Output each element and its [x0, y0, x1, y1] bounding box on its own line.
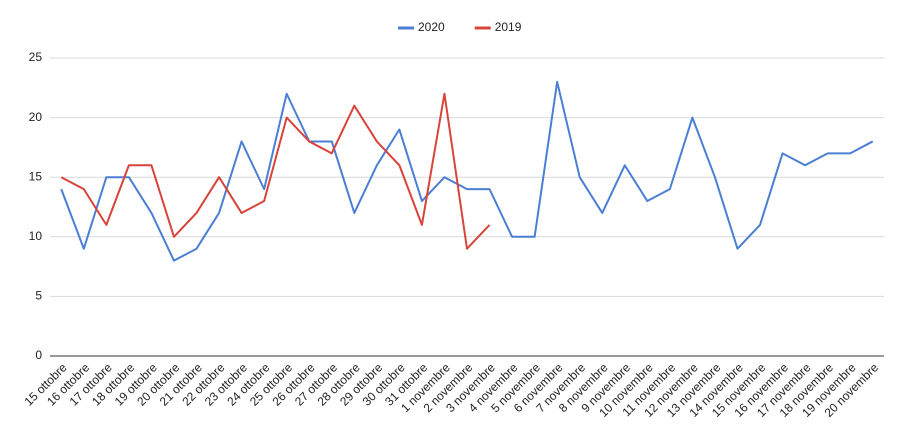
- y-tick-label: 0: [35, 348, 42, 362]
- series-line: [60, 92, 491, 250]
- series-line: [60, 80, 874, 262]
- y-tick-label: 25: [29, 50, 43, 64]
- legend-label: 2019: [495, 20, 522, 34]
- y-tick-label: 10: [29, 229, 43, 243]
- y-tick-label: 5: [35, 289, 42, 303]
- y-tick-label: 20: [29, 110, 43, 124]
- y-tick-label: 15: [29, 169, 43, 183]
- legend-label: 2020: [418, 20, 445, 34]
